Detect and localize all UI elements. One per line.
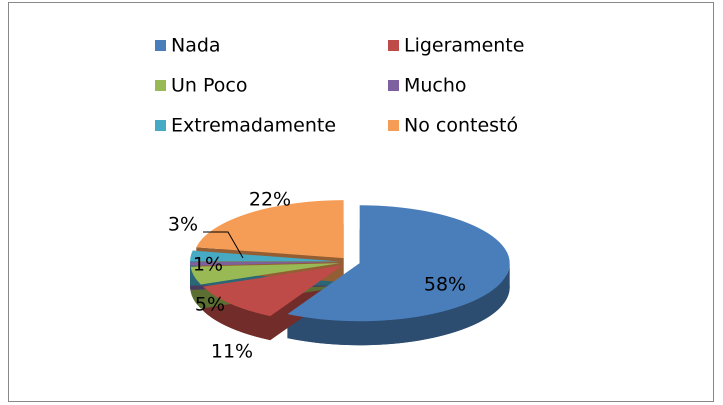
pie-slice xyxy=(287,205,510,322)
data-label: 22% xyxy=(249,189,291,211)
pie-slice xyxy=(196,200,344,259)
legend-swatch xyxy=(388,40,399,51)
pie-slice xyxy=(190,262,341,266)
legend-swatch xyxy=(388,80,399,91)
legend-label: Mucho xyxy=(404,75,467,97)
data-label: 3% xyxy=(168,214,198,236)
pie-slice xyxy=(190,263,341,285)
legend-label: No contestó xyxy=(404,115,518,137)
slice-side xyxy=(287,263,510,346)
legend-swatch xyxy=(388,120,399,131)
legend-swatch xyxy=(155,120,166,131)
legend-label: Nada xyxy=(171,35,221,57)
legend-label: Extremadamente xyxy=(171,115,336,137)
data-label: 1% xyxy=(193,254,223,276)
legend-label: Un Poco xyxy=(171,75,247,97)
pie-slice xyxy=(203,265,343,317)
data-label: 58% xyxy=(424,274,466,296)
legend-swatch xyxy=(155,80,166,91)
data-label: 5% xyxy=(195,294,225,316)
leader-line xyxy=(203,231,244,259)
pie-slice xyxy=(190,250,341,262)
legend-swatch xyxy=(155,40,166,51)
data-label: 11% xyxy=(211,341,253,363)
legend-label: Ligeramente xyxy=(404,35,524,57)
